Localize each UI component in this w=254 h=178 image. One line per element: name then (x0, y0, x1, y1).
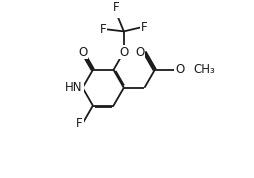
Text: F: F (76, 117, 83, 130)
Text: F: F (100, 23, 106, 36)
Text: O: O (119, 46, 129, 59)
Text: F: F (141, 21, 148, 34)
Text: O: O (135, 46, 145, 59)
Text: F: F (113, 1, 120, 14)
Text: O: O (176, 63, 185, 76)
Text: CH₃: CH₃ (193, 63, 215, 76)
Text: HN: HN (65, 81, 83, 94)
Text: O: O (78, 46, 87, 59)
